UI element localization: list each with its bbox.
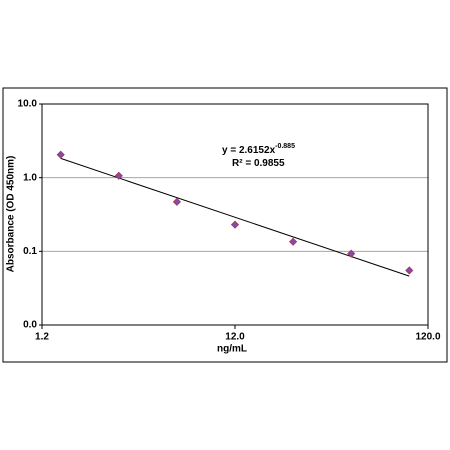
equation-exponent: -0.885 xyxy=(275,143,295,150)
equation: y = 2.6152x-0.885 xyxy=(222,143,295,156)
r-squared-value: 0.9855 xyxy=(254,158,285,169)
x-tick-label: 12.0 xyxy=(225,332,245,343)
data-point xyxy=(230,220,240,229)
y-tick-label: 0.0 xyxy=(23,320,37,331)
x-tick-label: 1.2 xyxy=(35,332,49,343)
equation-variable: x xyxy=(270,145,276,156)
data-point xyxy=(347,249,356,258)
equation-coefficient: 2.6152 xyxy=(239,145,270,156)
data-point xyxy=(172,197,181,206)
data-point xyxy=(56,150,65,159)
equation-prefix: y = xyxy=(222,145,239,156)
data-point xyxy=(405,266,414,275)
x-axis-label: ng/mL xyxy=(217,344,247,355)
y-tick-label: 0.1 xyxy=(23,246,37,257)
y-axis-label: Absorbance (OD 450nm) xyxy=(6,156,17,273)
y-tick-label: 10.0 xyxy=(18,99,38,110)
data-point xyxy=(289,237,298,246)
r-squared: R² = 0.9855 xyxy=(232,158,285,169)
y-tick-label: 1.0 xyxy=(23,172,37,183)
data-point xyxy=(114,171,123,180)
plot-area xyxy=(41,103,429,326)
x-tick-label: 120.0 xyxy=(415,332,440,343)
r-squared-label: R² = xyxy=(232,158,254,169)
chart-frame xyxy=(2,87,448,363)
